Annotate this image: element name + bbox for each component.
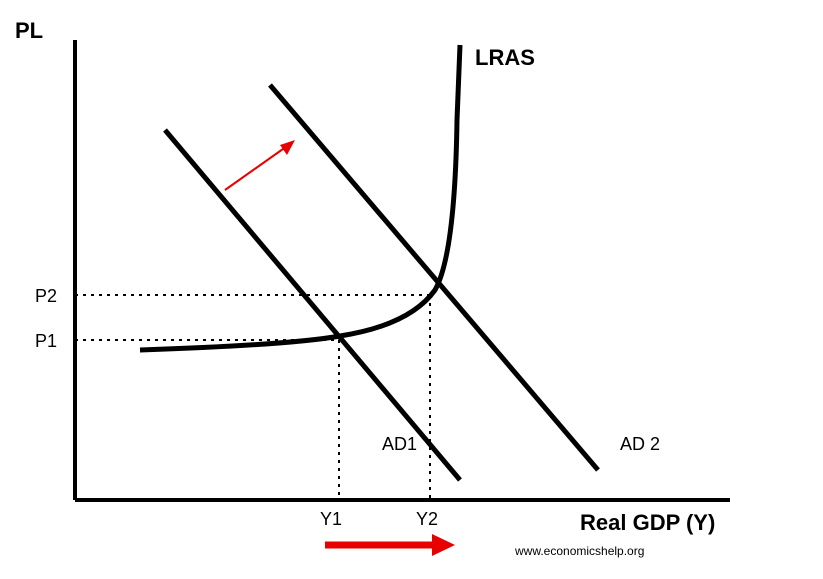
shift-arrow [225, 140, 295, 190]
y2-label: Y2 [416, 509, 438, 529]
axes [75, 40, 730, 500]
y1-label: Y1 [320, 509, 342, 529]
economics-chart: PL Real GDP (Y) LRAS AD1 AD 2 P1 P2 Y1 Y… [0, 0, 823, 579]
ad2-label: AD 2 [620, 434, 660, 454]
p2-label: P2 [35, 286, 57, 306]
y-axis-label: PL [15, 18, 43, 43]
x-axis-label: Real GDP (Y) [580, 510, 715, 535]
attribution-text: www.economicshelp.org [514, 544, 644, 558]
p1-label: P1 [35, 331, 57, 351]
ad1-label: AD1 [382, 434, 417, 454]
ad2-line [270, 85, 598, 470]
lras-curve [140, 45, 460, 350]
chart-svg: PL Real GDP (Y) LRAS AD1 AD 2 P1 P2 Y1 Y… [0, 0, 823, 579]
ad1-line [165, 130, 460, 480]
lras-label: LRAS [475, 45, 535, 70]
bottom-arrow [325, 534, 455, 556]
